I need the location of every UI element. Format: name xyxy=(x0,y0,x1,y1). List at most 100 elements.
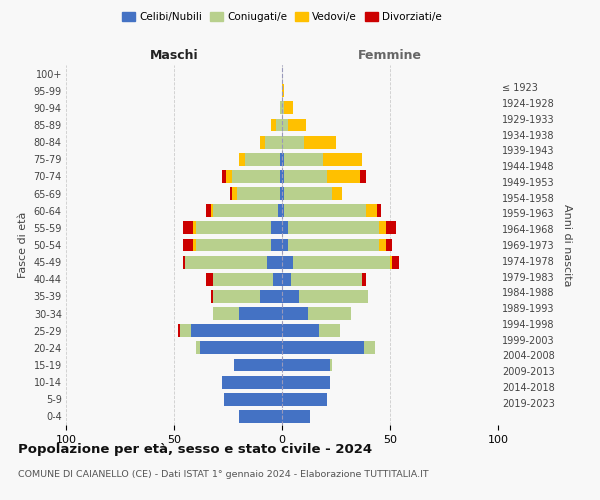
Bar xyxy=(182,222,193,234)
Bar xyxy=(293,256,390,268)
Bar xyxy=(213,307,239,320)
Bar xyxy=(182,256,185,268)
Bar xyxy=(379,238,386,252)
Bar xyxy=(282,376,329,388)
Legend: Celibi/Nubili, Coniugati/e, Vedovi/e, Divorziati/e: Celibi/Nubili, Coniugati/e, Vedovi/e, Di… xyxy=(118,8,446,26)
Bar xyxy=(280,102,282,114)
Bar xyxy=(193,238,196,252)
Bar xyxy=(185,256,267,268)
Bar xyxy=(319,324,340,337)
Bar xyxy=(206,204,211,217)
Bar xyxy=(226,170,232,183)
Bar xyxy=(267,256,282,268)
Bar xyxy=(280,170,282,183)
Bar xyxy=(239,410,282,423)
Bar xyxy=(239,307,282,320)
Bar xyxy=(282,358,329,372)
Bar xyxy=(211,204,213,217)
Bar xyxy=(282,187,284,200)
Bar xyxy=(284,170,328,183)
Bar xyxy=(196,238,271,252)
Bar xyxy=(211,290,213,303)
Bar xyxy=(181,324,191,337)
Bar xyxy=(386,238,392,252)
Bar xyxy=(390,256,392,268)
Bar xyxy=(282,136,304,148)
Bar xyxy=(282,290,299,303)
Bar xyxy=(280,153,282,166)
Bar xyxy=(282,256,293,268)
Bar xyxy=(278,204,282,217)
Bar xyxy=(377,204,382,217)
Bar xyxy=(206,273,213,285)
Bar xyxy=(392,256,398,268)
Bar xyxy=(304,136,336,148)
Bar xyxy=(282,118,289,132)
Bar xyxy=(221,376,282,388)
Bar xyxy=(323,153,362,166)
Bar xyxy=(260,290,282,303)
Bar xyxy=(178,324,181,337)
Text: COMUNE DI CAIANELLO (CE) - Dati ISTAT 1° gennaio 2024 - Elaborazione TUTTITALIA.: COMUNE DI CAIANELLO (CE) - Dati ISTAT 1°… xyxy=(18,470,428,479)
Bar xyxy=(379,222,386,234)
Bar xyxy=(284,102,293,114)
Bar xyxy=(362,273,366,285)
Text: Maschi: Maschi xyxy=(149,48,199,62)
Bar xyxy=(271,118,275,132)
Bar xyxy=(284,187,332,200)
Bar xyxy=(230,187,232,200)
Bar xyxy=(193,222,196,234)
Bar xyxy=(329,358,332,372)
Bar xyxy=(213,290,260,303)
Bar xyxy=(360,170,366,183)
Bar xyxy=(289,118,306,132)
Bar xyxy=(271,238,282,252)
Bar xyxy=(196,342,200,354)
Bar xyxy=(265,136,282,148)
Bar xyxy=(282,238,289,252)
Bar xyxy=(386,222,397,234)
Bar xyxy=(213,204,278,217)
Bar xyxy=(282,102,284,114)
Bar xyxy=(282,170,284,183)
Y-axis label: Anni di nascita: Anni di nascita xyxy=(562,204,572,286)
Bar xyxy=(364,342,375,354)
Bar xyxy=(260,136,265,148)
Bar xyxy=(282,273,290,285)
Bar xyxy=(282,222,289,234)
Bar xyxy=(182,238,193,252)
Bar xyxy=(328,170,360,183)
Bar xyxy=(275,118,282,132)
Bar xyxy=(282,307,308,320)
Bar xyxy=(239,153,245,166)
Bar xyxy=(282,153,284,166)
Bar xyxy=(224,393,282,406)
Bar xyxy=(282,342,364,354)
Bar xyxy=(221,170,226,183)
Bar xyxy=(191,324,282,337)
Bar xyxy=(232,187,236,200)
Bar xyxy=(299,290,368,303)
Bar xyxy=(245,153,280,166)
Bar xyxy=(366,204,377,217)
Bar xyxy=(289,222,379,234)
Bar xyxy=(284,204,366,217)
Bar xyxy=(289,238,379,252)
Bar xyxy=(236,187,280,200)
Bar xyxy=(284,153,323,166)
Bar xyxy=(213,273,274,285)
Bar xyxy=(332,187,343,200)
Bar xyxy=(282,204,284,217)
Bar xyxy=(282,324,319,337)
Text: Popolazione per età, sesso e stato civile - 2024: Popolazione per età, sesso e stato civil… xyxy=(18,442,372,456)
Bar xyxy=(274,273,282,285)
Bar xyxy=(271,222,282,234)
Bar xyxy=(290,273,362,285)
Bar xyxy=(232,170,280,183)
Bar xyxy=(282,84,284,97)
Bar xyxy=(280,187,282,200)
Bar xyxy=(200,342,282,354)
Bar xyxy=(282,393,328,406)
Y-axis label: Fasce di età: Fasce di età xyxy=(18,212,28,278)
Bar xyxy=(196,222,271,234)
